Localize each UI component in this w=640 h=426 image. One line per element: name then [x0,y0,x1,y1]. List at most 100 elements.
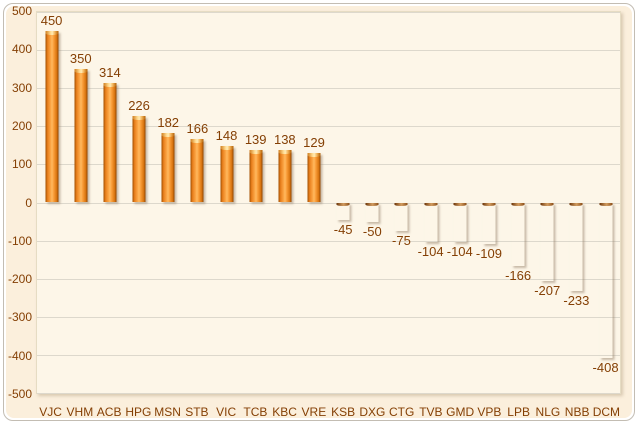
chart-window: 500 400 300 200 100 0 -100 -200 -300 -400 -500 450… [3,3,635,421]
y-tick-label: 200 [11,118,32,133]
bar-gloss-cap [569,202,583,206]
bar [365,202,379,222]
bar-column: -45 [329,12,358,393]
y-tick-label: 400 [11,42,32,57]
bar [307,153,321,203]
bar-column: -166 [504,12,533,393]
bar-gloss-cap [74,69,88,74]
x-tick-label: KSB [331,405,356,419]
bar [190,139,204,203]
bar-column: 314 [95,12,124,393]
gridline [37,126,620,128]
bar-value-label: 226 [128,98,150,114]
bar-value-label: -50 [362,223,382,239]
bar-gloss-cap [365,202,379,206]
x-tick-label: STB [185,405,209,419]
bar-column: 129 [299,12,328,393]
y-tick-label: 500 [11,4,32,18]
bar-value-label: -104 [446,244,473,260]
bar [511,202,525,266]
bar-column: -104 [416,12,445,393]
bar-column: 138 [270,12,299,393]
bar [103,82,117,203]
x-tick-label: CTG [388,405,415,419]
bar [74,69,88,203]
y-axis: 500 400 300 200 100 0 -100 -200 -300 -400 -500 [6,4,32,401]
x-tick-label: ACB [96,405,122,419]
bar-value-label: 148 [215,128,238,144]
bar-value-label: -45 [333,221,353,237]
x-tick-label: TCB [243,405,268,419]
x-tick-label: DXG [359,405,386,419]
bar-column: -75 [387,12,416,393]
bar-gloss-cap [540,202,554,206]
bar [278,149,292,203]
gridline [37,12,620,13]
bar-column: 350 [66,12,95,393]
bar-gloss-cap [307,153,321,158]
bars-layer: 450 350 314 226 182 166 148 139 138 129 -45 -50 -75-… [37,12,620,393]
bar [336,202,350,220]
y-tick-label: -300 [7,310,32,325]
bar-value-label: 138 [273,131,296,147]
bar-gloss-cap [132,116,146,121]
bar-value-label: 350 [69,51,92,67]
bar-column: 182 [154,12,183,393]
y-tick-label: -100 [7,233,32,248]
x-tick-label: NLG [535,405,561,419]
bar [132,116,146,203]
x-tick-label: NBB [564,405,590,419]
bar-value-label: -233 [563,293,590,309]
bar [453,202,467,243]
bar-value-label: 129 [303,135,325,151]
x-tick-label: HPG [125,405,152,419]
x-tick-label: VIC [216,405,237,419]
bar-column: 450 [37,12,66,393]
bar [249,149,263,203]
bar-column: -50 [358,12,387,393]
bar-column: -408 [591,12,620,393]
bar [424,202,438,243]
bar-gloss-cap [336,202,350,206]
gridline [37,393,620,394]
bar-gloss-cap [249,149,263,154]
gridline [37,164,620,166]
x-tick-label: VPB [477,405,502,419]
plot-area: 450 350 314 226 182 166 148 139 138 129 -45 -50 -75-… [36,11,621,394]
bar [540,202,554,282]
x-tick-label: VHM [66,405,94,419]
bar-gloss-cap [45,31,59,36]
bar-column: 148 [212,12,241,393]
bar-value-label: 314 [99,64,121,80]
x-tick-label: MSN [154,405,181,419]
bar-column: 226 [124,12,153,393]
bar [161,133,175,203]
bar-column: -233 [562,12,591,393]
bar-value-label: -166 [505,267,532,283]
bar [220,146,234,203]
gridline [37,88,620,90]
x-tick-label: KBC [272,405,297,419]
bar-gloss-cap [394,202,408,206]
bar-column: -109 [474,12,503,393]
x-tick-label: VJC [39,405,62,419]
bar-column: -104 [445,12,474,393]
bar [482,202,496,245]
bar-gloss-cap [511,202,525,206]
bar-value-label: 182 [157,115,180,131]
bar [394,202,408,232]
gridline [37,278,620,280]
bar-column: 166 [183,12,212,393]
bar-gloss-cap [599,202,613,206]
bar-column: 139 [241,12,270,393]
bar-gloss-cap [220,146,234,151]
bar-gloss-cap [161,133,175,138]
gridline [37,316,620,318]
gridline [37,202,620,204]
gridline [37,240,620,242]
x-tick-label: TVB [419,405,443,419]
bar-gloss-cap [190,139,204,144]
bar-gloss-cap [424,202,438,206]
bar-gloss-cap [278,149,292,154]
bar-value-label: -75 [392,233,411,249]
